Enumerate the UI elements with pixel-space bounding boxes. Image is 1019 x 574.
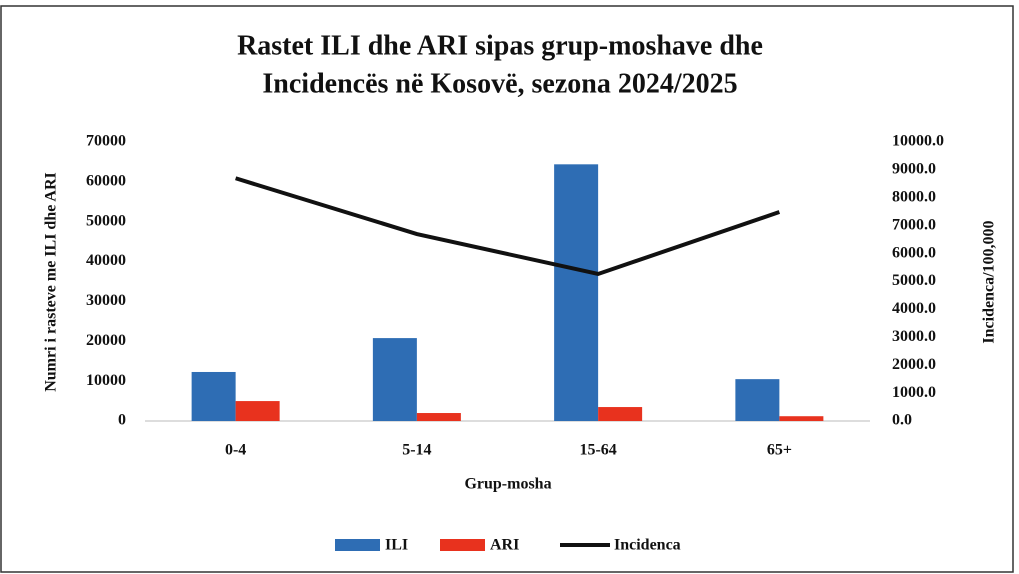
bar bbox=[779, 416, 824, 421]
y-tick-label: 70000 bbox=[86, 133, 126, 150]
y2-tick-label: 6000.0 bbox=[892, 244, 936, 261]
x-tick-label: 15-64 bbox=[579, 442, 616, 459]
y-tick-label: 0 bbox=[118, 412, 126, 429]
y-axis-title: Numri i rasteve me ILI dhe ARI bbox=[43, 172, 60, 392]
y2-tick-label: 4000.0 bbox=[892, 300, 936, 317]
y2-tick-label: 2000.0 bbox=[892, 356, 936, 373]
x-tick-label: 65+ bbox=[767, 442, 792, 459]
bar bbox=[235, 401, 280, 421]
bar bbox=[598, 407, 643, 421]
line bbox=[235, 176, 781, 277]
y-tick-label: 30000 bbox=[86, 292, 126, 309]
y2-tick-label: 3000.0 bbox=[892, 328, 936, 345]
legend-label: ARI bbox=[490, 537, 519, 554]
y2-tick-label: 8000.0 bbox=[892, 188, 936, 205]
bar bbox=[416, 413, 461, 421]
y-tick-label: 50000 bbox=[86, 212, 126, 229]
x-axis-title: Grup-mosha bbox=[464, 476, 551, 493]
bar bbox=[191, 371, 236, 421]
frame bbox=[0, 5, 1014, 573]
y-tick-label: 60000 bbox=[86, 173, 126, 190]
chart-title: Rastet ILI dhe ARI sipas grup-moshave dh… bbox=[237, 30, 763, 61]
y2-tick-label: 1000.0 bbox=[892, 384, 936, 401]
bar bbox=[735, 379, 780, 421]
x-tick-label: 0-4 bbox=[225, 442, 246, 459]
y2-axis-title: Incidenca/100,000 bbox=[981, 220, 998, 343]
y2-tick-label: 10000.0 bbox=[892, 133, 944, 150]
chart-title: Incidencës në Kosovë, sezona 2024/2025 bbox=[262, 68, 737, 99]
y-tick-label: 20000 bbox=[86, 332, 126, 349]
y-tick-label: 40000 bbox=[86, 252, 126, 269]
y-tick-label: 10000 bbox=[86, 372, 126, 389]
legend-swatch bbox=[335, 539, 380, 551]
y2-tick-label: 9000.0 bbox=[892, 161, 936, 178]
legend-swatch bbox=[440, 539, 485, 551]
y2-tick-label: 0.0 bbox=[892, 412, 912, 429]
bar bbox=[554, 164, 599, 421]
bar bbox=[372, 338, 417, 421]
x-tick-label: 5-14 bbox=[402, 442, 431, 459]
y2-tick-label: 7000.0 bbox=[892, 216, 936, 233]
y2-tick-label: 5000.0 bbox=[892, 272, 936, 289]
legend-label: Incidenca bbox=[614, 537, 681, 554]
legend-label: ILI bbox=[385, 537, 408, 554]
